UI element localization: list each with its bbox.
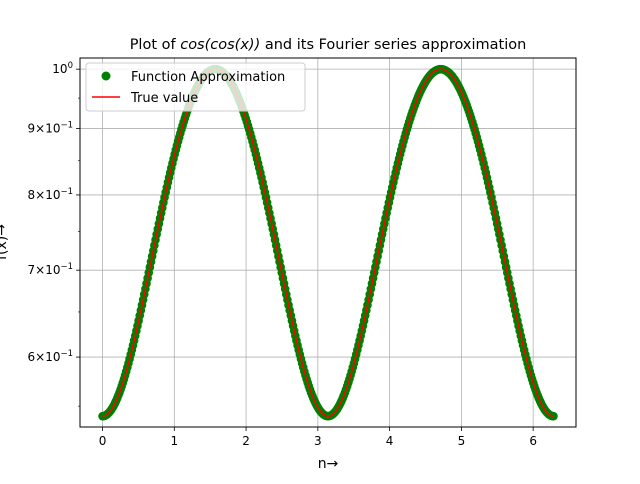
x-axis: 0 1 2 3 4 5 6 [99,427,537,448]
x-tick-label: 4 [386,434,394,448]
plot-area-frame [79,57,577,428]
y-tick-label: 8×10−1 [28,187,74,202]
y-axis: 100 9×10−1 8×10−1 7×10−1 6×10−1 [28,61,80,407]
legend-label-true-value: True value [130,91,198,106]
legend: Function Approximation True value [85,62,306,112]
x-tick-label: 0 [99,434,107,448]
legend-marker-function-approximation [101,71,111,81]
legend-label-function-approximation: Function Approximation [131,70,285,85]
series-true-value [102,68,554,417]
y-axis-label: f(x)→ [0,224,10,260]
true-value-line [102,68,554,417]
x-tick-label: 1 [170,434,178,448]
x-tick-label: 6 [529,434,537,448]
legend-box [85,62,306,112]
series-function-approximation [98,64,558,421]
y-tick-label: 9×10−1 [28,121,74,136]
y-tick-label: 7×10−1 [28,262,74,277]
chart-title: Plot of cos(cos(x)) and its Fourier seri… [130,37,527,53]
y-tick-label: 100 [52,61,73,76]
x-tick-label: 3 [314,434,322,448]
x-tick-label: 5 [458,434,466,448]
approximation-point [549,411,558,421]
x-axis-label: n→ [318,456,339,472]
x-tick-label: 2 [242,434,250,448]
y-tick-label: 6×10−1 [28,349,74,364]
